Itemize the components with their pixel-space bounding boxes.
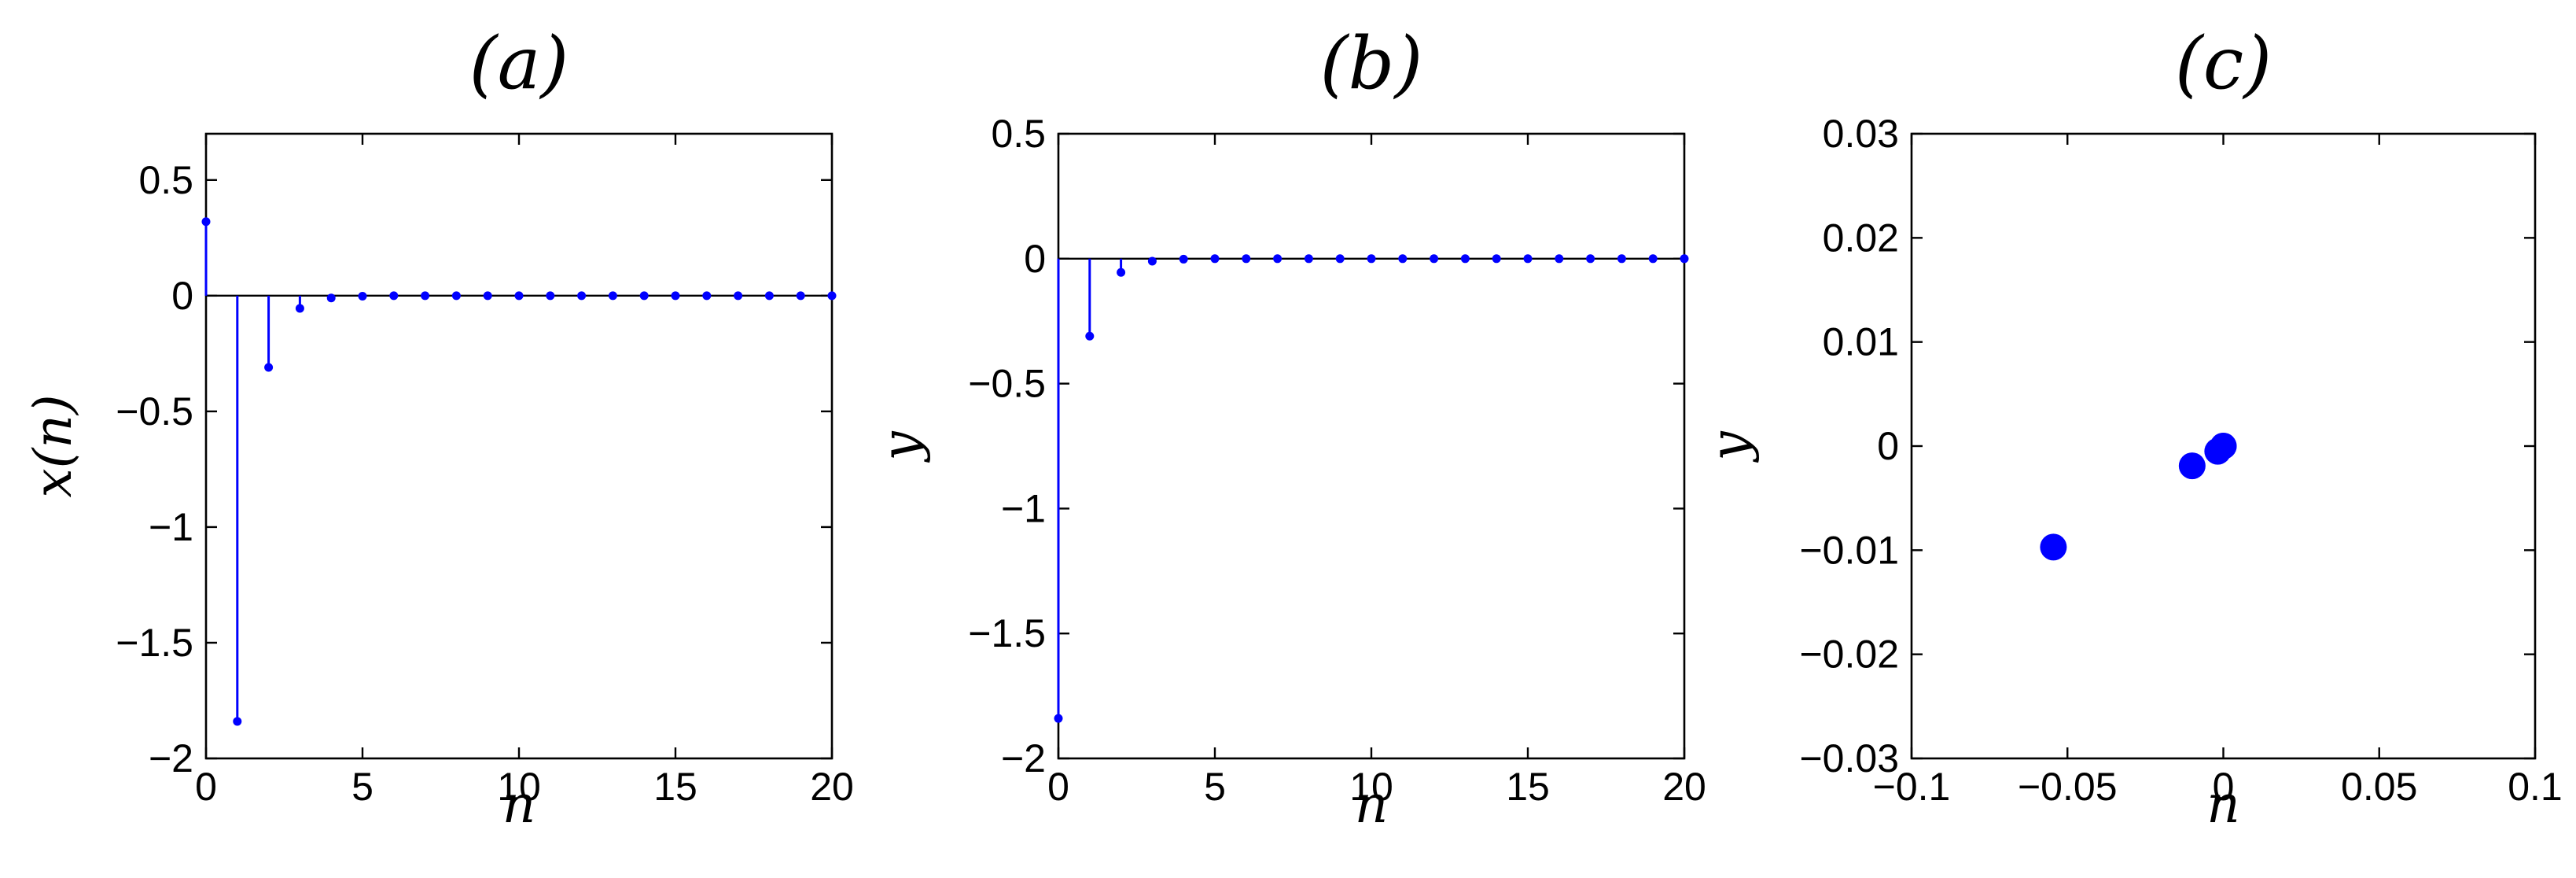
chart-1-point-3 bbox=[1147, 256, 1157, 266]
chart-2-ytick-label: 0 bbox=[1877, 424, 1899, 468]
chart-0-point-17 bbox=[734, 291, 743, 301]
chart-2: (c) −0.1 −0.05 0 0.05 0.1 0.03 0.02 0.01 0 −0.01 −0… bbox=[1699, 21, 2563, 835]
chart-1-point-19 bbox=[1648, 254, 1658, 264]
chart-2-xtick-label: −0.05 bbox=[2018, 765, 2118, 809]
chart-2-xtick-label: −0.1 bbox=[1873, 765, 1951, 809]
chart-1-xtick-label: 20 bbox=[1662, 765, 1706, 809]
chart-1-ytick-label: −1 bbox=[1001, 486, 1046, 530]
chart-0-point-3 bbox=[295, 304, 304, 313]
chart-1-point-20 bbox=[1680, 254, 1689, 264]
chart-1-xtick-label: 10 bbox=[1349, 765, 1393, 809]
chart-2-ytick-label: −0.01 bbox=[1799, 528, 1899, 572]
chart-1-point-7 bbox=[1273, 254, 1282, 264]
chart-2-point-0 bbox=[2040, 533, 2067, 561]
chart-0-ytick-label: −1 bbox=[149, 505, 193, 549]
chart-0-title: (a) bbox=[469, 21, 569, 105]
chart-1-xtick-label: 15 bbox=[1506, 765, 1550, 809]
chart-1-ytick-label: −1.5 bbox=[968, 611, 1046, 655]
chart-1-title: (b) bbox=[1320, 21, 1423, 105]
chart-1-point-11 bbox=[1398, 254, 1408, 264]
chart-0-ytick-label: 0.5 bbox=[138, 158, 193, 202]
chart-2-xtick-label: 0.05 bbox=[2341, 765, 2417, 809]
chart-1-point-13 bbox=[1460, 254, 1470, 264]
chart-1-ytick-label: 0.5 bbox=[991, 112, 1046, 156]
chart-1-point-4 bbox=[1179, 254, 1188, 264]
chart-1-point-14 bbox=[1492, 254, 1501, 264]
chart-1-xlabel: n bbox=[1355, 774, 1389, 835]
chart-1-point-5 bbox=[1210, 254, 1220, 264]
chart-1-point-16 bbox=[1555, 254, 1564, 264]
chart-1-point-8 bbox=[1304, 254, 1313, 264]
chart-0-axes-frame bbox=[204, 132, 834, 760]
chart-0-ytick-label: 0 bbox=[171, 274, 193, 318]
chart-1-point-1 bbox=[1085, 331, 1095, 341]
chart-1-ytick-label: −0.5 bbox=[968, 362, 1046, 406]
chart-1-point-15 bbox=[1523, 254, 1533, 264]
chart-2-point-4 bbox=[2210, 433, 2237, 459]
chart-0-point-7 bbox=[421, 291, 430, 301]
chart-2-ytick-label: 0.03 bbox=[1823, 112, 1899, 156]
chart-2-xlabel: n bbox=[2206, 774, 2240, 835]
chart-0-point-5 bbox=[358, 291, 367, 301]
chart-0-xtick-label: 15 bbox=[653, 765, 697, 809]
chart-0-ytick-label: −0.5 bbox=[116, 389, 193, 433]
chart-1-point-12 bbox=[1430, 254, 1439, 264]
chart-2-ytick-label: −0.02 bbox=[1799, 633, 1899, 677]
chart-0-point-19 bbox=[796, 291, 805, 301]
chart-0-ytick-label: −2 bbox=[149, 736, 193, 780]
chart-0-point-2 bbox=[264, 363, 274, 372]
chart-0-point-10 bbox=[514, 291, 524, 301]
chart-1-xtick-label: 0 bbox=[1047, 765, 1069, 809]
chart-1-point-6 bbox=[1242, 254, 1251, 264]
chart-0-point-18 bbox=[764, 291, 774, 301]
chart-0-ylabel: x(n) bbox=[23, 394, 83, 497]
chart-1-point-9 bbox=[1335, 254, 1345, 264]
chart-0-xlabel: n bbox=[502, 774, 536, 835]
chart-0-point-13 bbox=[608, 291, 617, 301]
chart-0-point-9 bbox=[483, 291, 492, 301]
chart-1-point-10 bbox=[1367, 254, 1376, 264]
chart-2-xtick-label: 0.1 bbox=[2508, 765, 2563, 809]
chart-1-point-17 bbox=[1586, 254, 1595, 264]
chart-0-point-12 bbox=[577, 291, 587, 301]
chart-1: (b) 0 5 10 15 20 0.5 0 −0.5 −1 −1.5 −2 n y bbox=[870, 21, 1706, 835]
chart-1-ytick-label: −2 bbox=[1001, 736, 1046, 780]
chart-0-point-15 bbox=[671, 291, 680, 301]
chart-1-point-0 bbox=[1054, 714, 1063, 723]
chart-0-point-0 bbox=[201, 217, 211, 227]
chart-0-point-11 bbox=[546, 291, 555, 301]
chart-2-ytick-label: −0.03 bbox=[1799, 736, 1899, 780]
chart-0-point-16 bbox=[702, 291, 712, 301]
chart-0-xtick-label: 20 bbox=[810, 765, 854, 809]
chart-0-point-4 bbox=[326, 293, 336, 303]
chart-0: (a) 0 5 10 15 20 0.5 0 −0.5 −1 −1.5 −2 n x(n) bbox=[23, 21, 854, 835]
chart-2-point-1 bbox=[2178, 452, 2206, 480]
chart-0-xtick-label: 5 bbox=[351, 765, 374, 809]
chart-0-ytick-label: −1.5 bbox=[116, 621, 193, 665]
chart-0-point-20 bbox=[827, 291, 837, 301]
chart-2-ylabel: y bbox=[1699, 431, 1760, 463]
chart-0-xtick-label: 10 bbox=[497, 765, 541, 809]
chart-0-point-14 bbox=[639, 291, 649, 301]
chart-0-point-1 bbox=[233, 717, 242, 726]
chart-1-ylabel: y bbox=[870, 431, 931, 463]
chart-2-ytick-label: 0.02 bbox=[1823, 216, 1899, 260]
chart-0-point-6 bbox=[389, 291, 399, 301]
chart-0-xtick-label: 0 bbox=[195, 765, 217, 809]
chart-1-ytick-label: 0 bbox=[1024, 237, 1046, 281]
chart-1-xtick-label: 5 bbox=[1204, 765, 1226, 809]
chart-1-axes-frame bbox=[1057, 132, 1686, 760]
chart-0-point-8 bbox=[451, 291, 461, 301]
chart-2-title: (c) bbox=[2175, 21, 2272, 105]
chart-1-point-18 bbox=[1617, 254, 1626, 264]
chart-1-point-2 bbox=[1117, 267, 1126, 277]
chart-2-xtick-label: 0 bbox=[2213, 765, 2235, 809]
chart-2-ytick-label: 0.01 bbox=[1823, 320, 1899, 364]
